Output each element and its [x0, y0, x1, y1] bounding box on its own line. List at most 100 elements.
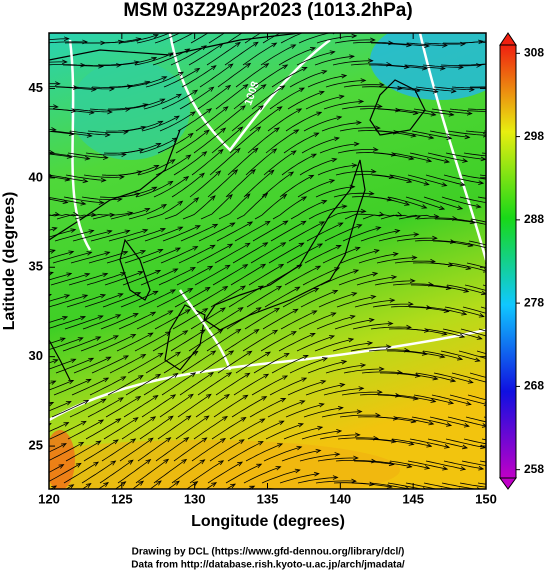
y-tick-label: 45	[29, 80, 43, 95]
streamline-arrow	[378, 529, 383, 533]
streamline-arrow	[487, 223, 492, 227]
x-axis-label: Longitude (degrees)	[191, 513, 345, 530]
colorbar-tick-label: 308	[524, 45, 544, 59]
colorbar-tick-label: 258	[524, 462, 544, 476]
streamline-arrow	[416, 509, 421, 513]
streamline-arrow	[520, 250, 525, 254]
streamline	[451, 527, 491, 531]
streamline-arrow	[44, 316, 49, 320]
colorbar-tick-label: 278	[524, 295, 544, 309]
streamline	[273, 496, 312, 505]
streamline	[379, 527, 418, 534]
streamline-arrow	[521, 105, 526, 109]
streamline	[16, 402, 53, 417]
streamline	[55, 505, 88, 527]
streamline	[343, 527, 383, 531]
streamline-arrow	[516, 294, 521, 298]
y-tick-label: 30	[29, 348, 43, 363]
streamline	[487, 527, 527, 528]
streamline-arrow	[517, 152, 522, 156]
colorbar-top	[500, 33, 516, 45]
streamline	[37, 506, 71, 527]
streamline	[433, 527, 473, 532]
streamline-arrow	[486, 529, 491, 533]
streamline-arrow	[101, 504, 106, 508]
streamline-arrow	[450, 531, 455, 535]
streamline-arrow	[313, 27, 318, 31]
streamline-arrow	[414, 531, 419, 535]
map-area: 1008	[0, 20, 529, 535]
streamline	[91, 503, 123, 527]
streamline-arrow	[228, 507, 233, 511]
x-tick-label: 145	[402, 491, 424, 506]
streamline	[15, 272, 53, 285]
streamline-arrow	[203, 24, 208, 28]
streamline-arrow	[398, 508, 403, 512]
streamline-arrow	[83, 505, 88, 509]
streamline-arrow	[293, 24, 298, 28]
title: MSM 03Z29Apr2023 (1013.2hPa)	[123, 0, 412, 21]
streamline-arrow	[432, 531, 437, 535]
streamline-arrow	[494, 61, 499, 65]
streamline-arrow	[523, 81, 528, 85]
streamline	[469, 527, 509, 529]
streamline	[435, 505, 475, 511]
x-tick-label: 150	[475, 491, 497, 506]
streamline	[397, 527, 436, 534]
y-axis-label: Latitude (degrees)	[1, 192, 18, 331]
streamline-arrow	[238, 21, 243, 25]
colorbar-tick-label: 298	[524, 129, 544, 143]
streamline	[13, 295, 51, 308]
streamline	[73, 504, 106, 527]
streamline-arrow	[518, 422, 523, 426]
streamline-arrow	[504, 527, 509, 531]
streamline-arrow	[506, 506, 511, 510]
streamline-arrow	[274, 22, 279, 26]
streamline-arrow	[49, 507, 54, 511]
colorbar	[500, 45, 516, 478]
streamline-arrow	[360, 527, 365, 531]
streamline-arrow	[524, 505, 529, 509]
streamline-arrow	[307, 494, 312, 498]
y-tick-label: 40	[29, 169, 43, 184]
streamline-arrow	[488, 508, 493, 512]
streamline-arrow	[220, 22, 225, 26]
x-tick-label: 130	[184, 491, 206, 506]
streamline-arrow	[136, 503, 141, 507]
streamline-arrow	[66, 506, 71, 510]
streamline-arrow	[522, 227, 527, 231]
streamline-arrow	[248, 509, 253, 513]
streamline-arrow	[493, 359, 498, 363]
streamline-arrow	[494, 337, 499, 341]
streamline-arrow	[288, 491, 293, 495]
streamline-arrow	[495, 486, 500, 490]
streamline-arrow	[209, 505, 214, 509]
streamline-arrow	[513, 35, 518, 39]
streamline-arrow	[517, 443, 522, 447]
streamline-arrow	[495, 202, 500, 206]
streamline	[363, 505, 403, 511]
streamline-arrow	[487, 86, 492, 90]
streamline-arrow	[470, 509, 475, 513]
streamline-arrow	[154, 503, 159, 507]
streamline	[361, 527, 401, 533]
streamline	[415, 527, 455, 533]
streamline-arrow	[522, 525, 527, 529]
streamline	[11, 33, 50, 43]
colorbar-tick-label: 288	[524, 212, 544, 226]
streamline	[291, 500, 331, 505]
x-tick-label: 125	[111, 491, 133, 506]
colorbar-bottom	[500, 478, 516, 489]
streamline-arrow	[513, 485, 518, 489]
streamline-arrow	[362, 504, 367, 508]
streamline	[9, 56, 48, 65]
streamline-arrow	[452, 509, 457, 513]
x-tick-label: 140	[329, 491, 351, 506]
streamline-arrow	[380, 506, 385, 510]
footer-line: Data from http://database.rish.kyoto-u.a…	[131, 560, 405, 571]
streamline-arrow	[520, 401, 525, 405]
streamline-arrow	[433, 510, 438, 514]
streamline-arrow	[256, 21, 261, 25]
streamline-arrow	[396, 530, 401, 534]
streamline	[145, 503, 177, 527]
